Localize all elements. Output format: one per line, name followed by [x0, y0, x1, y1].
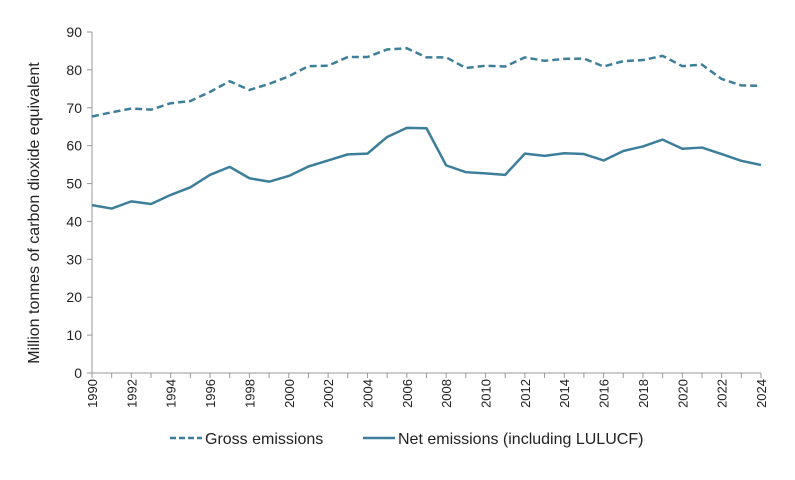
gross-emissions-line — [92, 48, 761, 116]
x-tick-label: 2018 — [636, 379, 651, 408]
x-tick-label: 2008 — [439, 379, 454, 408]
y-tick-label: 10 — [66, 327, 82, 343]
series-lines — [92, 48, 761, 208]
y-tick-label: 60 — [66, 138, 82, 154]
x-tick-label: 2022 — [715, 379, 730, 408]
x-tick-label: 2002 — [321, 379, 336, 408]
x-tick-label: 1994 — [164, 379, 179, 408]
axes: 0 10 20 30 40 50 60 70 80 90 1990 1992 1994 1996 1998 2… — [66, 24, 769, 408]
legend: Gross emissions Net emissions (including … — [170, 431, 643, 448]
net-emissions-line — [92, 128, 761, 209]
x-tick-label: 2014 — [557, 379, 572, 408]
x-tick-label: 2012 — [518, 379, 533, 408]
y-tick-label: 0 — [74, 365, 82, 381]
x-tick-label: 2020 — [675, 379, 690, 408]
y-axis-title: Million tonnes of carbon dioxide equival… — [26, 62, 43, 364]
x-tick-label: 1992 — [124, 379, 139, 408]
y-tick-label: 30 — [66, 251, 82, 267]
x-tick-label: 2016 — [597, 379, 612, 408]
x-tick-label: 1990 — [85, 379, 100, 408]
y-tick-label: 20 — [66, 289, 82, 305]
y-tick-label: 80 — [66, 62, 82, 78]
y-tick-label: 50 — [66, 176, 82, 192]
x-tick-label: 2004 — [360, 379, 375, 408]
x-tick-label: 2010 — [479, 379, 494, 408]
y-tick-label: 70 — [66, 100, 82, 116]
y-tick-label: 90 — [66, 24, 82, 40]
x-tick-label: 1998 — [242, 379, 257, 408]
y-tick-label: 40 — [66, 213, 82, 229]
x-tick-label: 2006 — [400, 379, 415, 408]
x-tick-label: 2000 — [282, 379, 297, 408]
x-tick-label: 1996 — [203, 379, 218, 408]
x-tick-label: 2024 — [754, 379, 769, 408]
legend-label: Gross emissions — [205, 431, 323, 448]
legend-label: Net emissions (including LULUCF) — [398, 431, 643, 448]
